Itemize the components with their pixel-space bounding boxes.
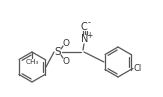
Text: S: S — [55, 47, 61, 57]
Text: Cl: Cl — [134, 64, 142, 73]
Text: O: O — [62, 56, 69, 65]
Text: -: - — [88, 19, 90, 28]
Text: +: + — [86, 30, 92, 39]
Text: N: N — [81, 34, 89, 44]
Text: O: O — [62, 39, 69, 48]
Text: CH₃: CH₃ — [25, 59, 39, 65]
Text: C: C — [81, 22, 87, 32]
